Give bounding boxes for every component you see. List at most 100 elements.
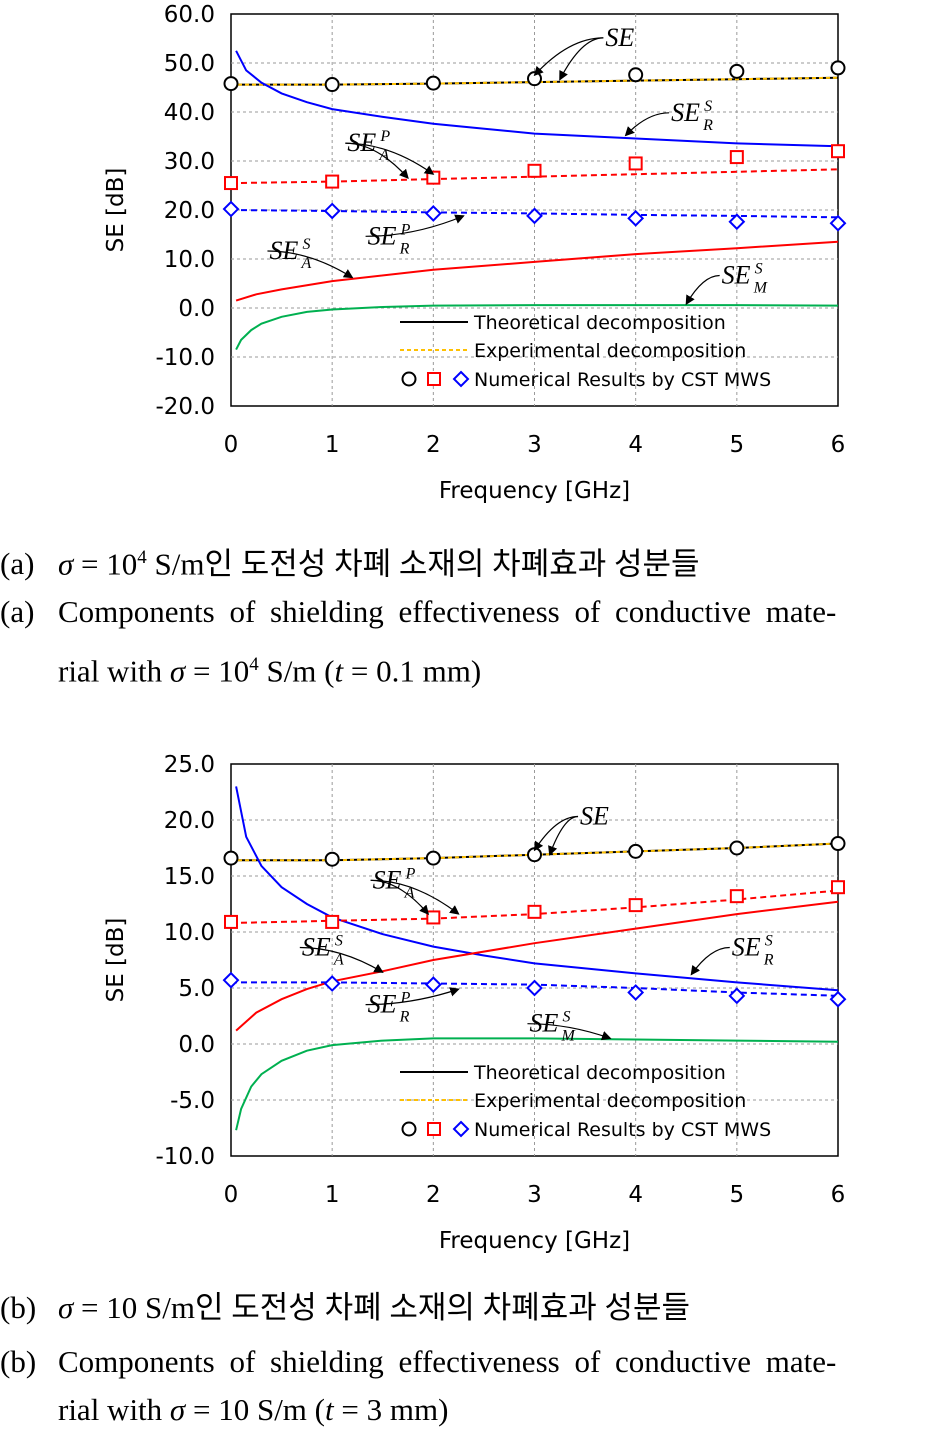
annotation-superscript: P	[379, 128, 390, 145]
annotation-main: SE	[732, 933, 761, 962]
y-tick-label: -5.0	[170, 1088, 215, 1114]
marker-square	[325, 914, 340, 929]
x-tick-label: 2	[426, 432, 441, 458]
y-tick-label: 20.0	[164, 198, 215, 224]
legend-marker-diamond	[452, 1120, 470, 1138]
marker-circle	[223, 850, 239, 866]
marker-diamond	[424, 205, 442, 222]
marker-diamond	[829, 990, 847, 1008]
series-line-se-m-s	[235, 1037, 839, 1131]
marker-diamond	[424, 976, 442, 994]
caption-b-kr-sigma: σ	[58, 1290, 74, 1325]
x-tick-label: 1	[325, 432, 340, 458]
legend-text-numerical: Numerical Results by CST MWS	[474, 1119, 771, 1141]
marker-circle	[527, 71, 542, 87]
caption-a-kr-rest: S/m인 도전성 차폐 소재의 차폐효과 성분들	[146, 546, 700, 582]
caption-a-kr-exp: 4	[137, 547, 147, 568]
annotation-main: SE	[373, 865, 402, 894]
annotation-subscript: R	[702, 117, 713, 134]
caption-a-kr-sigma: σ	[58, 546, 74, 582]
annotation-subscript: A	[404, 884, 415, 901]
caption-b-kr-rest: S/m인 도전성 차폐 소재의 차폐효과 성분들	[137, 1290, 691, 1325]
annotation-arrow	[624, 112, 670, 137]
x-tick-label: 2	[426, 1182, 441, 1208]
y-tick-label: 0.0	[178, 296, 215, 322]
y-tick-label: 0.0	[178, 1032, 215, 1058]
x-axis-label: Frequency [GHz]	[439, 1228, 630, 1254]
marker-square	[729, 889, 744, 904]
annotation-arrow	[267, 250, 354, 279]
marker-square	[426, 170, 441, 185]
annotation-subscript: R	[399, 1009, 410, 1026]
caption-a-en-exp: 4	[249, 654, 259, 675]
marker-diamond	[627, 984, 645, 1001]
marker-circle	[324, 851, 340, 867]
x-tick-label: 6	[831, 432, 846, 458]
x-tick-label: 5	[730, 432, 745, 458]
annotation-label: SE SA	[302, 933, 344, 969]
caption-b-en-line2-pre: rial with	[58, 1392, 170, 1427]
annotation-arrow	[685, 274, 720, 306]
x-tick-label: 1	[325, 1182, 340, 1208]
marker-circle	[425, 850, 441, 866]
annotation-superscript: P	[400, 990, 411, 1007]
annotation-superscript: P	[405, 865, 416, 882]
annotation-arrow	[365, 987, 460, 1006]
x-tick-label: 3	[527, 432, 542, 458]
caption-b-korean: (b) σ = 10 S/m인 도전성 차폐 소재의 차폐효과 성분들	[0, 1288, 935, 1328]
legend-marker-diamond	[452, 370, 470, 388]
marker-square	[628, 156, 643, 171]
caption-a-en-eq: = 10	[185, 653, 250, 689]
x-tick-label: 4	[628, 432, 643, 458]
series-line-se-r-s	[235, 786, 839, 992]
caption-a-en-line2-pre: rial with	[58, 653, 170, 689]
annotation-subscript: M	[560, 1028, 576, 1045]
marker-circle	[628, 67, 644, 83]
x-tick-label: 0	[224, 432, 239, 458]
legend-text-numerical: Numerical Results by CST MWS	[474, 369, 771, 391]
caption-a-en-unit: S/m (	[258, 653, 335, 689]
annotation-arrow	[370, 879, 460, 915]
marker-square	[426, 910, 441, 925]
marker-circle	[425, 75, 441, 91]
annotation-arrow	[365, 214, 465, 237]
x-axis-label: Frequency [GHz]	[439, 478, 630, 504]
y-tick-label: 20.0	[164, 808, 215, 834]
marker-diamond	[323, 202, 341, 220]
caption-b-en-end: = 3 mm)	[333, 1392, 449, 1427]
annotation-arrow	[559, 37, 604, 81]
x-tick-label: 5	[730, 1182, 745, 1208]
annotation-main: SE	[269, 236, 298, 265]
marker-diamond	[627, 209, 645, 227]
caption-b-english-line2: rial with σ = 10 S/m (t = 3 mm)	[0, 1390, 935, 1430]
x-tick-label: 4	[628, 1182, 643, 1208]
y-tick-label: 5.0	[178, 976, 215, 1002]
annotation-main: SE	[605, 23, 634, 52]
marker-diamond	[526, 207, 543, 225]
series-line-se-r-s	[235, 50, 839, 148]
y-tick-label: 40.0	[164, 100, 215, 126]
annotation-superscript: S	[765, 933, 773, 950]
marker-square	[831, 880, 845, 895]
marker-diamond	[222, 971, 240, 989]
marker-circle	[729, 63, 745, 79]
annotation-arrow	[533, 37, 604, 77]
caption-a-kr-eq: = 10	[73, 546, 138, 582]
annotation-main: SE	[302, 933, 331, 962]
annotation-arrow	[690, 946, 730, 976]
marker-circle	[223, 76, 239, 92]
annotation-main: SE	[722, 261, 751, 290]
annotation-main: SE	[580, 801, 609, 830]
marker-square	[729, 150, 744, 165]
panel-b: -10.0 -5.0 0.0 5.0 10.0 15.0 20.0 25.0 0 1 2 3 4 5 6 Fr…	[0, 750, 935, 1432]
annotation-arrow	[345, 142, 435, 175]
series-line-se-a-s	[235, 240, 839, 302]
annotation-label: SE	[605, 23, 634, 52]
annotation-subscript: R	[763, 952, 774, 969]
annotation-subscript: A	[333, 952, 344, 969]
annotation-subscript: R	[399, 240, 410, 257]
caption-a-korean: (a) σ = 104 S/m인 도전성 차폐 소재의 차폐효과 성분들	[0, 538, 935, 584]
caption-a-en-end: = 0.1 mm)	[343, 653, 482, 689]
legend-marker-circle	[401, 371, 417, 387]
annotation-main: SE	[671, 98, 700, 127]
